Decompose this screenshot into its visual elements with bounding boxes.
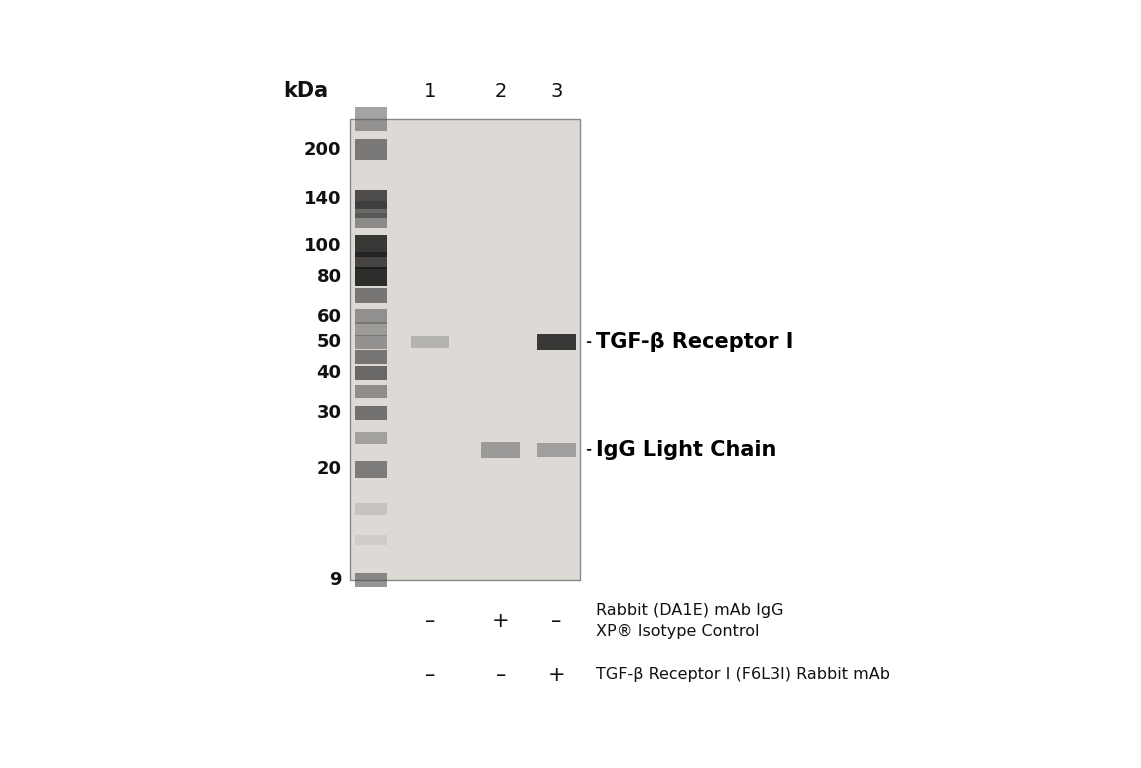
Text: –: – <box>424 664 435 684</box>
Bar <box>537 442 576 457</box>
Text: 40: 40 <box>316 364 341 382</box>
Bar <box>355 406 387 420</box>
Bar <box>355 461 387 478</box>
Text: TGF-β Receptor I (F6L3I) Rabbit mAb: TGF-β Receptor I (F6L3I) Rabbit mAb <box>597 667 890 682</box>
Text: 200: 200 <box>305 141 341 159</box>
Bar <box>355 139 387 161</box>
Bar <box>355 201 387 218</box>
Bar <box>355 267 387 286</box>
Bar <box>355 288 387 303</box>
Text: 50: 50 <box>316 333 341 351</box>
Text: 9: 9 <box>329 571 341 589</box>
Text: 80: 80 <box>316 268 341 286</box>
Text: Rabbit (DA1E) mAb IgG
XP® Isotype Control: Rabbit (DA1E) mAb IgG XP® Isotype Contro… <box>597 604 784 640</box>
Text: –: – <box>495 664 505 684</box>
Text: IgG Light Chain: IgG Light Chain <box>588 440 777 460</box>
Bar <box>355 366 387 380</box>
Bar <box>355 235 387 257</box>
Bar <box>482 442 520 458</box>
Text: 140: 140 <box>305 190 341 208</box>
Text: 60: 60 <box>316 308 341 326</box>
Text: 3: 3 <box>550 82 563 101</box>
Text: TGF-β Receptor I: TGF-β Receptor I <box>588 332 794 352</box>
Bar <box>355 309 387 325</box>
Text: +: + <box>548 664 565 684</box>
Bar <box>355 573 387 587</box>
Bar <box>355 535 387 545</box>
Bar <box>350 119 581 580</box>
Text: 20: 20 <box>316 460 341 478</box>
Bar <box>411 336 450 348</box>
Bar <box>355 385 387 398</box>
Bar <box>355 107 387 131</box>
Bar <box>355 349 387 364</box>
Text: +: + <box>492 611 510 631</box>
Bar <box>355 322 387 336</box>
Bar <box>355 335 387 349</box>
Text: 30: 30 <box>316 404 341 422</box>
Text: 1: 1 <box>423 82 436 101</box>
Bar <box>537 334 576 350</box>
Text: –: – <box>424 611 435 631</box>
Text: 2: 2 <box>494 82 507 101</box>
Bar <box>355 432 387 444</box>
Bar <box>355 503 387 515</box>
Text: kDa: kDa <box>284 81 329 101</box>
Text: 100: 100 <box>305 237 341 255</box>
Bar <box>355 252 387 270</box>
Text: –: – <box>551 611 561 631</box>
Bar <box>355 190 387 209</box>
Bar <box>355 213 387 228</box>
